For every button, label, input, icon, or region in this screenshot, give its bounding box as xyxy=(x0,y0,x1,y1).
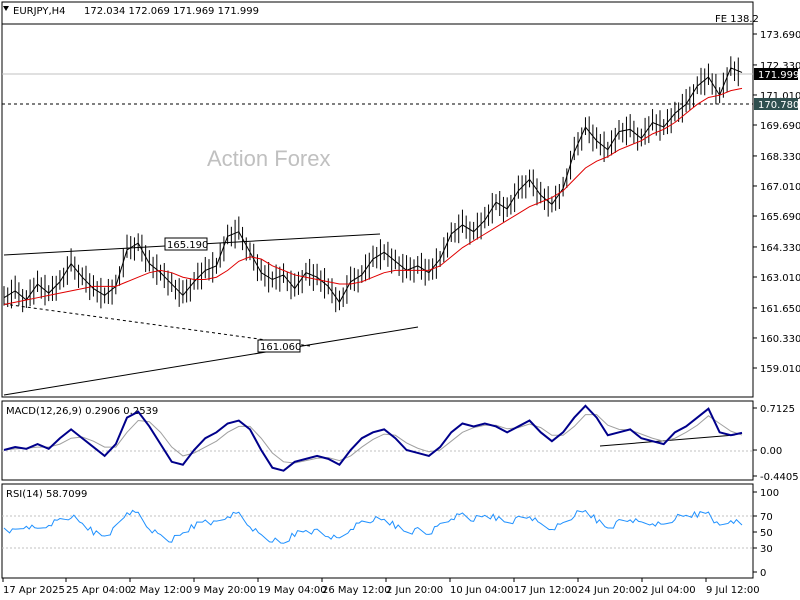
rsi-y-axis: 100 70 50 30 0 xyxy=(753,488,779,579)
macd-y-axis: 0.7125 0.00 -0.4405 xyxy=(753,404,799,483)
x-tick-label: 26 May 12:00 xyxy=(322,585,391,596)
rsi-y-tick-label: 100 xyxy=(760,488,779,499)
dotted-level-label: 170.780 xyxy=(758,100,799,111)
rsi-y-tick-label: 0 xyxy=(760,568,766,579)
x-tick-label: 9 Jul 12:00 xyxy=(706,585,760,596)
x-tick-label: 24 Jun 20:00 xyxy=(578,585,642,596)
current-price-box xyxy=(754,68,798,80)
symbol-label: EURJPY,H4 xyxy=(13,6,66,17)
lower-trendline xyxy=(3,326,419,396)
current-price-label: 171.999 xyxy=(758,70,799,81)
x-tick-label: 9 May 20:00 xyxy=(194,585,256,596)
x-tick-label: 2 May 12:00 xyxy=(130,585,192,596)
price-y-tick-label: 168.330 xyxy=(760,152,800,163)
ma-line xyxy=(3,87,743,306)
x-tick-label: 25 Apr 04:00 xyxy=(66,585,131,596)
dotted-level-box xyxy=(754,98,798,110)
annotation-box-low xyxy=(257,339,301,353)
price-candles xyxy=(3,56,739,313)
macd-y-tick-label: -0.4405 xyxy=(760,472,799,483)
x-tick-label: 19 May 04:00 xyxy=(258,585,327,596)
price-y-tick-label: 173.690 xyxy=(760,30,800,41)
annotation-high: 165.190 xyxy=(167,240,208,251)
price-y-tick-label: 164.330 xyxy=(760,243,800,254)
rsi-panel-frame xyxy=(1,483,754,579)
x-tick-label: 2 Jun 20:00 xyxy=(386,585,443,596)
rsi-y-tick-label: 70 xyxy=(760,512,773,523)
rsi-y-tick-label: 30 xyxy=(760,544,773,555)
time-x-axis: 17 Apr 2025 25 Apr 04:002 May 12:00 9 May … xyxy=(2,578,760,596)
rsi-title: RSI(14) 58.7099 xyxy=(6,489,87,500)
price-line xyxy=(3,67,743,304)
ohlc-values: 172.034 172.069 171.969 171.999 xyxy=(84,6,259,17)
annotation-low: 161.060 xyxy=(260,342,301,353)
x-tick-label: 17 Apr 2025 xyxy=(3,585,65,596)
price-y-tick-label: 159.010 xyxy=(760,364,800,375)
x-tick-label: 10 Jun 04:00 xyxy=(450,585,514,596)
price-y-tick-label: 165.690 xyxy=(760,212,800,223)
price-y-axis: 173.690 172.330 171.010 169.690 168.330 167.0… xyxy=(753,30,800,375)
price-y-tick-label: 163.010 xyxy=(760,273,800,284)
macd-y-tick-label: 0.7125 xyxy=(760,404,795,415)
price-y-tick-label: 169.690 xyxy=(760,121,800,132)
macd-line xyxy=(3,404,743,472)
annotation-box-high xyxy=(164,237,208,251)
x-tick-label: 17 Jun 12:00 xyxy=(514,585,578,596)
watermark: Action Forex xyxy=(207,146,331,171)
x-tick-label: 2 Jul 04:00 xyxy=(642,585,696,596)
fe-label: FE 138.2 xyxy=(715,14,759,25)
macd-y-tick-label: 0.00 xyxy=(760,446,782,457)
macd-signal-line xyxy=(3,414,743,464)
macd-panel-frame xyxy=(1,400,754,481)
macd-title: MACD(12,26,9) 0.2906 0.2539 xyxy=(6,406,158,417)
price-y-tick-label: 160.330 xyxy=(760,334,800,345)
rsi-line xyxy=(3,509,743,544)
price-y-tick-label: 161.650 xyxy=(760,304,800,315)
price-y-tick-label: 167.010 xyxy=(760,182,800,193)
rsi-y-tick-label: 50 xyxy=(760,528,773,539)
price-y-tick-label: 172.330 xyxy=(760,61,800,72)
price-y-tick-label: 171.010 xyxy=(760,91,800,102)
price-panel-frame xyxy=(1,1,754,398)
collapse-triangle-icon[interactable] xyxy=(3,6,9,11)
